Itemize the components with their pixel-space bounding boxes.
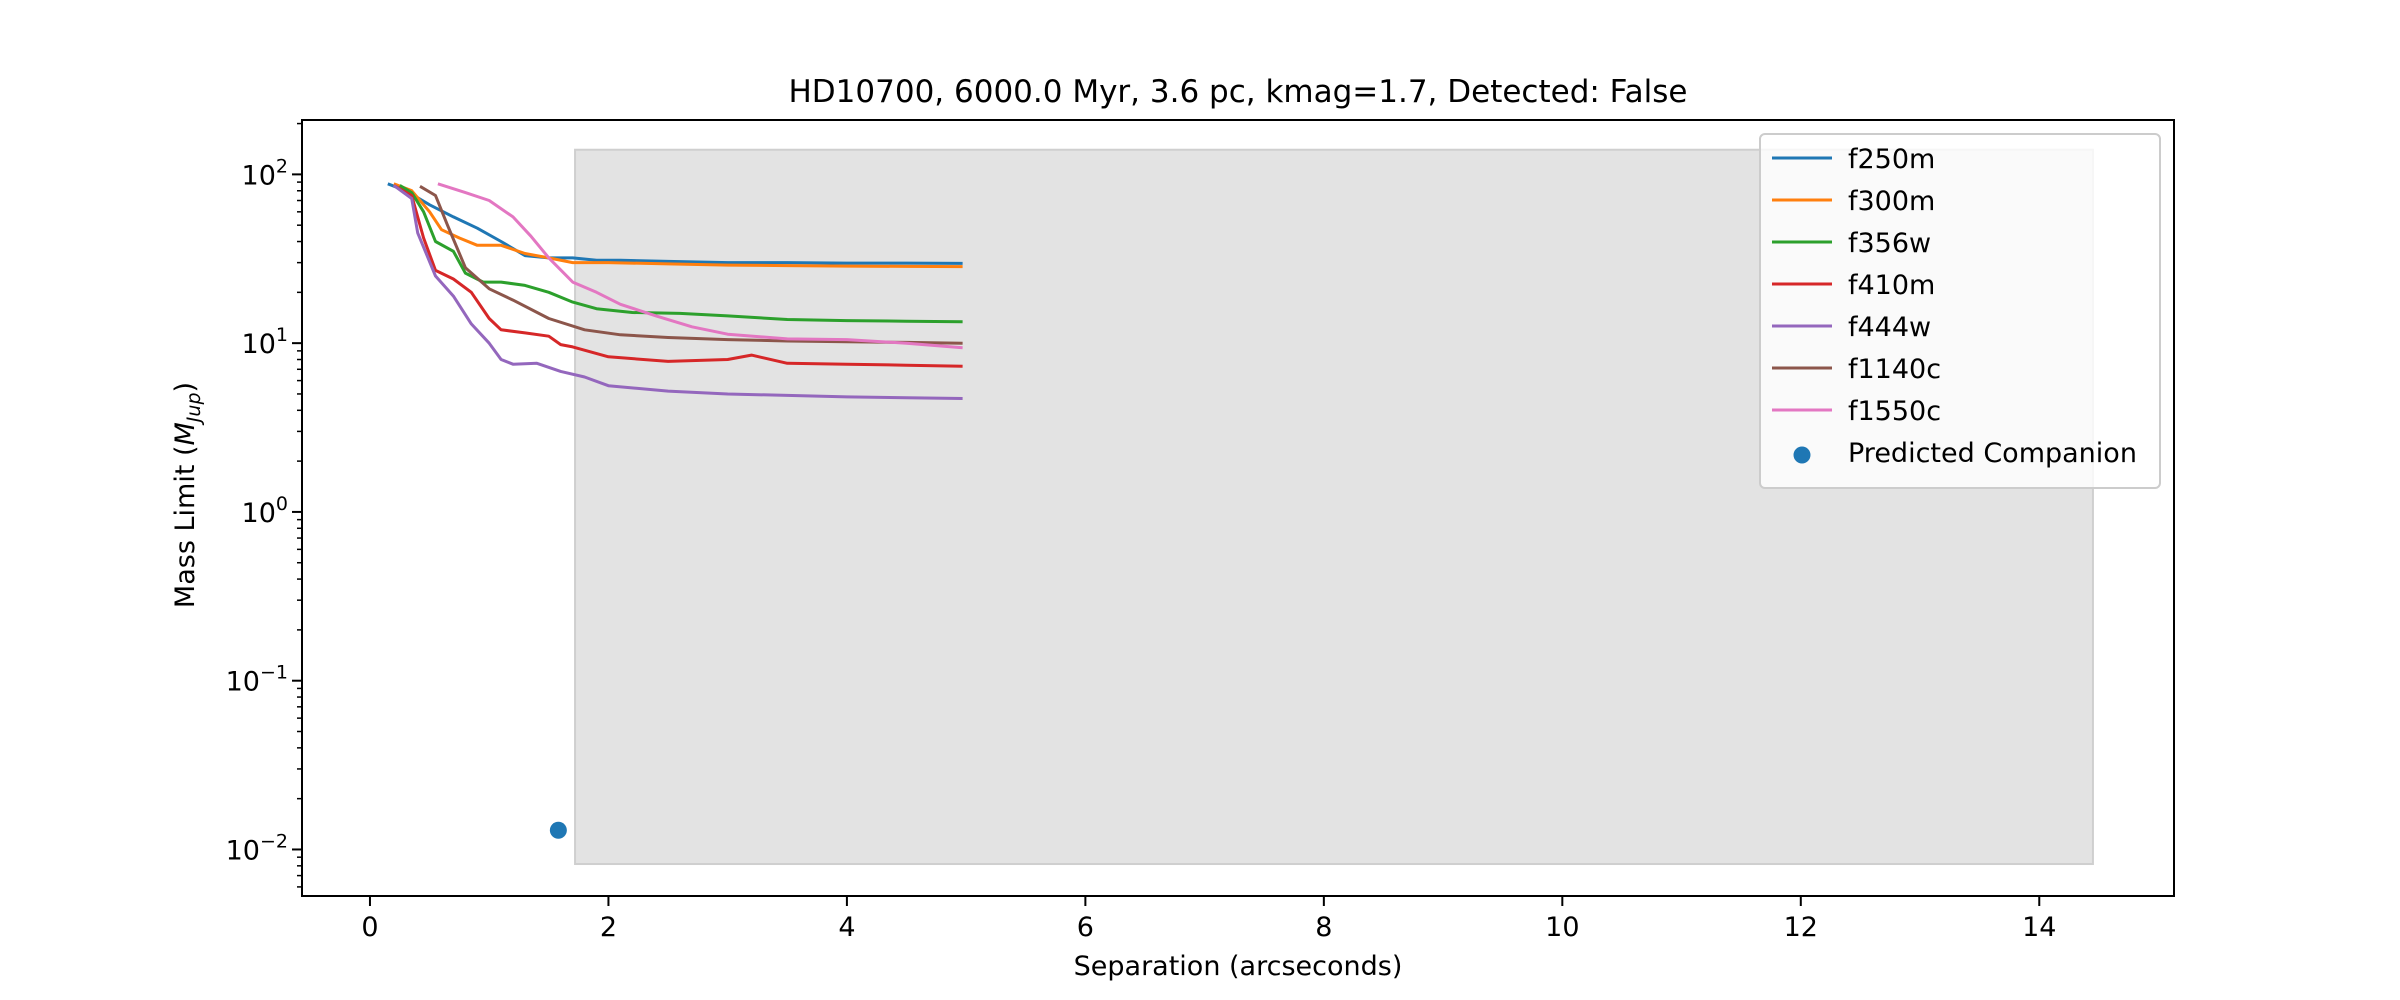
legend-label-f250m: f250m [1848,144,1935,175]
legend-label-f410m: f410m [1848,270,1935,301]
legend: f250m f300m f356w f410m f444w f1140c f1550c Pre… [1759,133,2161,489]
predicted-companion-point [549,821,567,839]
y-tick-label: 101 [242,324,288,360]
legend-label-f1550c: f1550c [1848,396,1941,427]
series-line-f356w [399,184,963,324]
legend-label-f356w: f356w [1848,228,1931,259]
y-axis-label-suffix: ) [170,382,201,393]
x-tick-label: 2 [600,912,617,943]
legend-swatch-predicted-companion [1793,446,1811,464]
x-tick-label: 6 [1077,912,1094,943]
legend-label-f300m: f300m [1848,186,1935,217]
y-axis-label-prefix: Mass Limit ( [170,445,201,608]
y-tick-label: 100 [242,493,288,529]
x-tick-label: 12 [1784,912,1818,943]
y-tick-label: 10−2 [226,830,288,866]
series-line-f410m [393,184,963,368]
x-tick-label: 0 [361,912,378,943]
series-line-f1550c [437,182,963,350]
x-tick-label: 4 [838,912,855,943]
x-tick-label: 10 [1545,912,1579,943]
x-tick-label: 14 [2022,912,2056,943]
legend-label-f1140c: f1140c [1848,354,1941,385]
x-axis-label: Separation (arcseconds) [1074,951,1403,982]
series-line-f250m [387,182,963,265]
y-axis-label: Mass Limit (MJup) [170,382,205,608]
legend-label-f444w: f444w [1848,312,1931,343]
y-axis-label-symbol: M [170,422,201,445]
chart-title: HD10700, 6000.0 Myr, 3.6 pc, kmag=1.7, D… [789,74,1688,110]
y-tick-label: 102 [242,155,288,191]
axes-frame [301,119,2175,897]
series-line-f444w [392,184,963,400]
y-tick-label: 10−1 [226,662,288,698]
y-axis-label-subscript: Jup [183,392,205,426]
x-tick-label: 8 [1315,912,1332,943]
plot-area: 0 2 4 6 8 10 12 14 102 101 100 10−1 10−2 f250m f300m f3… [226,119,2175,943]
legend-box [1759,133,2161,489]
legend-label-predicted-companion: Predicted Companion [1848,438,2137,469]
series-line-f1140c [419,185,963,345]
